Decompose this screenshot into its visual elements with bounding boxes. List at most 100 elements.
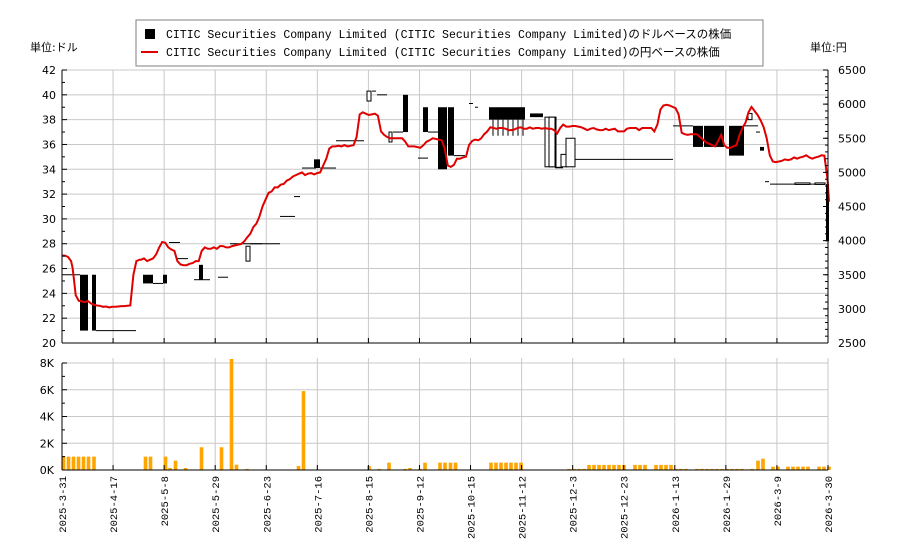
volume-bar (504, 462, 508, 470)
volume-bar (163, 456, 168, 470)
volume-bar (489, 462, 493, 470)
volume-grid (62, 358, 829, 470)
svg-text:22: 22 (42, 312, 56, 325)
volume-bar (173, 460, 178, 470)
volume-bar (679, 468, 683, 470)
usd-candlesticks (62, 90, 829, 332)
svg-text:2026-1-29: 2026-1-29 (722, 476, 734, 533)
volume-bar (494, 462, 498, 470)
svg-text:36: 36 (42, 138, 56, 151)
volume-bar (587, 464, 591, 470)
svg-text:2025-5-29: 2025-5-29 (211, 476, 223, 533)
volume-bar (720, 468, 724, 470)
volume-axis-ticks: 0K 2K 4K 6K 8K (40, 357, 67, 477)
legend: CITIC Securities Company Limited (CITIC … (135, 19, 764, 67)
svg-text:2025-9-12: 2025-9-12 (415, 476, 427, 533)
svg-text:2025-3-31: 2025-3-31 (58, 476, 70, 533)
volume-bar (705, 468, 709, 470)
volume-bar (822, 466, 826, 470)
svg-text:2500: 2500 (838, 337, 866, 350)
svg-text:2026-3-9: 2026-3-9 (773, 476, 785, 526)
svg-text:2025-7-16: 2025-7-16 (313, 476, 325, 533)
volume-bar (740, 468, 744, 470)
volume-bar (776, 466, 780, 470)
volume-bar (827, 466, 831, 470)
svg-text:3000: 3000 (838, 303, 866, 316)
svg-text:4500: 4500 (838, 201, 866, 214)
svg-text:40: 40 (42, 89, 56, 102)
volume-bar (509, 462, 513, 470)
volume-bar (664, 464, 668, 470)
volume-bar (301, 391, 306, 470)
volume-bar (674, 468, 678, 470)
svg-text:3500: 3500 (838, 269, 866, 282)
volume-bar (577, 468, 581, 470)
right-axis-ticks: 2500 3000 3500 4000 4500 5000 5500 6000 6500 (823, 64, 866, 350)
volume-bar (700, 468, 704, 470)
volume-bar (669, 464, 673, 470)
svg-text:2K: 2K (40, 437, 55, 450)
volume-bar (612, 464, 616, 470)
volume-bar (245, 468, 249, 470)
svg-text:6000: 6000 (838, 98, 866, 111)
svg-text:2025-8-15: 2025-8-15 (364, 476, 376, 533)
volume-bar (806, 466, 810, 470)
legend-box (135, 19, 764, 67)
volume-bar (92, 456, 96, 470)
volume-bar (296, 465, 301, 470)
legend-candle-icon (145, 29, 155, 39)
volume-bar (168, 467, 172, 470)
volume-bar (71, 456, 76, 470)
volume-bar (423, 462, 427, 470)
svg-text:28: 28 (42, 238, 56, 251)
svg-text:2025-12-3: 2025-12-3 (569, 476, 581, 533)
legend-usd-label: CITIC Securities Company Limited (CITIC … (166, 27, 731, 42)
volume-bar (499, 462, 503, 470)
svg-text:2025-4-17: 2025-4-17 (109, 476, 121, 533)
volume-bar (617, 464, 621, 470)
svg-text:34: 34 (42, 163, 56, 176)
volume-bar (735, 468, 739, 470)
volume-bar (801, 466, 805, 470)
volume-bar (514, 462, 518, 470)
svg-text:8K: 8K (40, 357, 55, 370)
volume-bar (572, 468, 576, 470)
volume-bar (377, 468, 381, 470)
svg-text:42: 42 (42, 64, 56, 77)
svg-text:2025-12-23: 2025-12-23 (620, 476, 632, 539)
volume-bar (219, 447, 224, 470)
svg-text:2025-6-23: 2025-6-23 (262, 476, 274, 533)
volume-bar (638, 464, 642, 470)
volume-bar (143, 456, 148, 470)
volume-bar (791, 466, 795, 470)
volume-bar (229, 358, 234, 470)
svg-text:30: 30 (42, 213, 56, 226)
volume-bar (367, 465, 371, 470)
volume-bar (654, 464, 658, 470)
svg-text:4000: 4000 (838, 235, 866, 248)
svg-text:2026-3-30: 2026-3-30 (824, 476, 836, 533)
legend-jpy-label: CITIC Securities Company Limited (CITIC … (166, 45, 720, 60)
price-grid (62, 69, 829, 343)
date-axis-ticks: 2025-3-31 2025-4-17 2025-5-8 2025-5-29 2025-… (58, 338, 836, 539)
volume-bar (756, 460, 760, 470)
volume-bar (443, 462, 447, 470)
volume-bar (761, 458, 765, 470)
volume-bar (643, 464, 647, 470)
svg-text:32: 32 (42, 188, 56, 201)
volume-bar (519, 462, 523, 470)
volume-bar (602, 464, 606, 470)
volume-bar (81, 456, 86, 470)
svg-text:5000: 5000 (838, 166, 866, 179)
jpy-price-line (62, 103, 830, 309)
volume-bar (817, 466, 821, 470)
volume-bar (725, 468, 729, 470)
volume-bar (592, 464, 596, 470)
volume-bar (418, 468, 422, 470)
svg-text:38: 38 (42, 114, 56, 127)
svg-text:2025-11-12: 2025-11-12 (518, 476, 530, 539)
svg-text:24: 24 (42, 287, 56, 300)
volume-bar (695, 468, 699, 470)
volume-bar (567, 468, 571, 470)
